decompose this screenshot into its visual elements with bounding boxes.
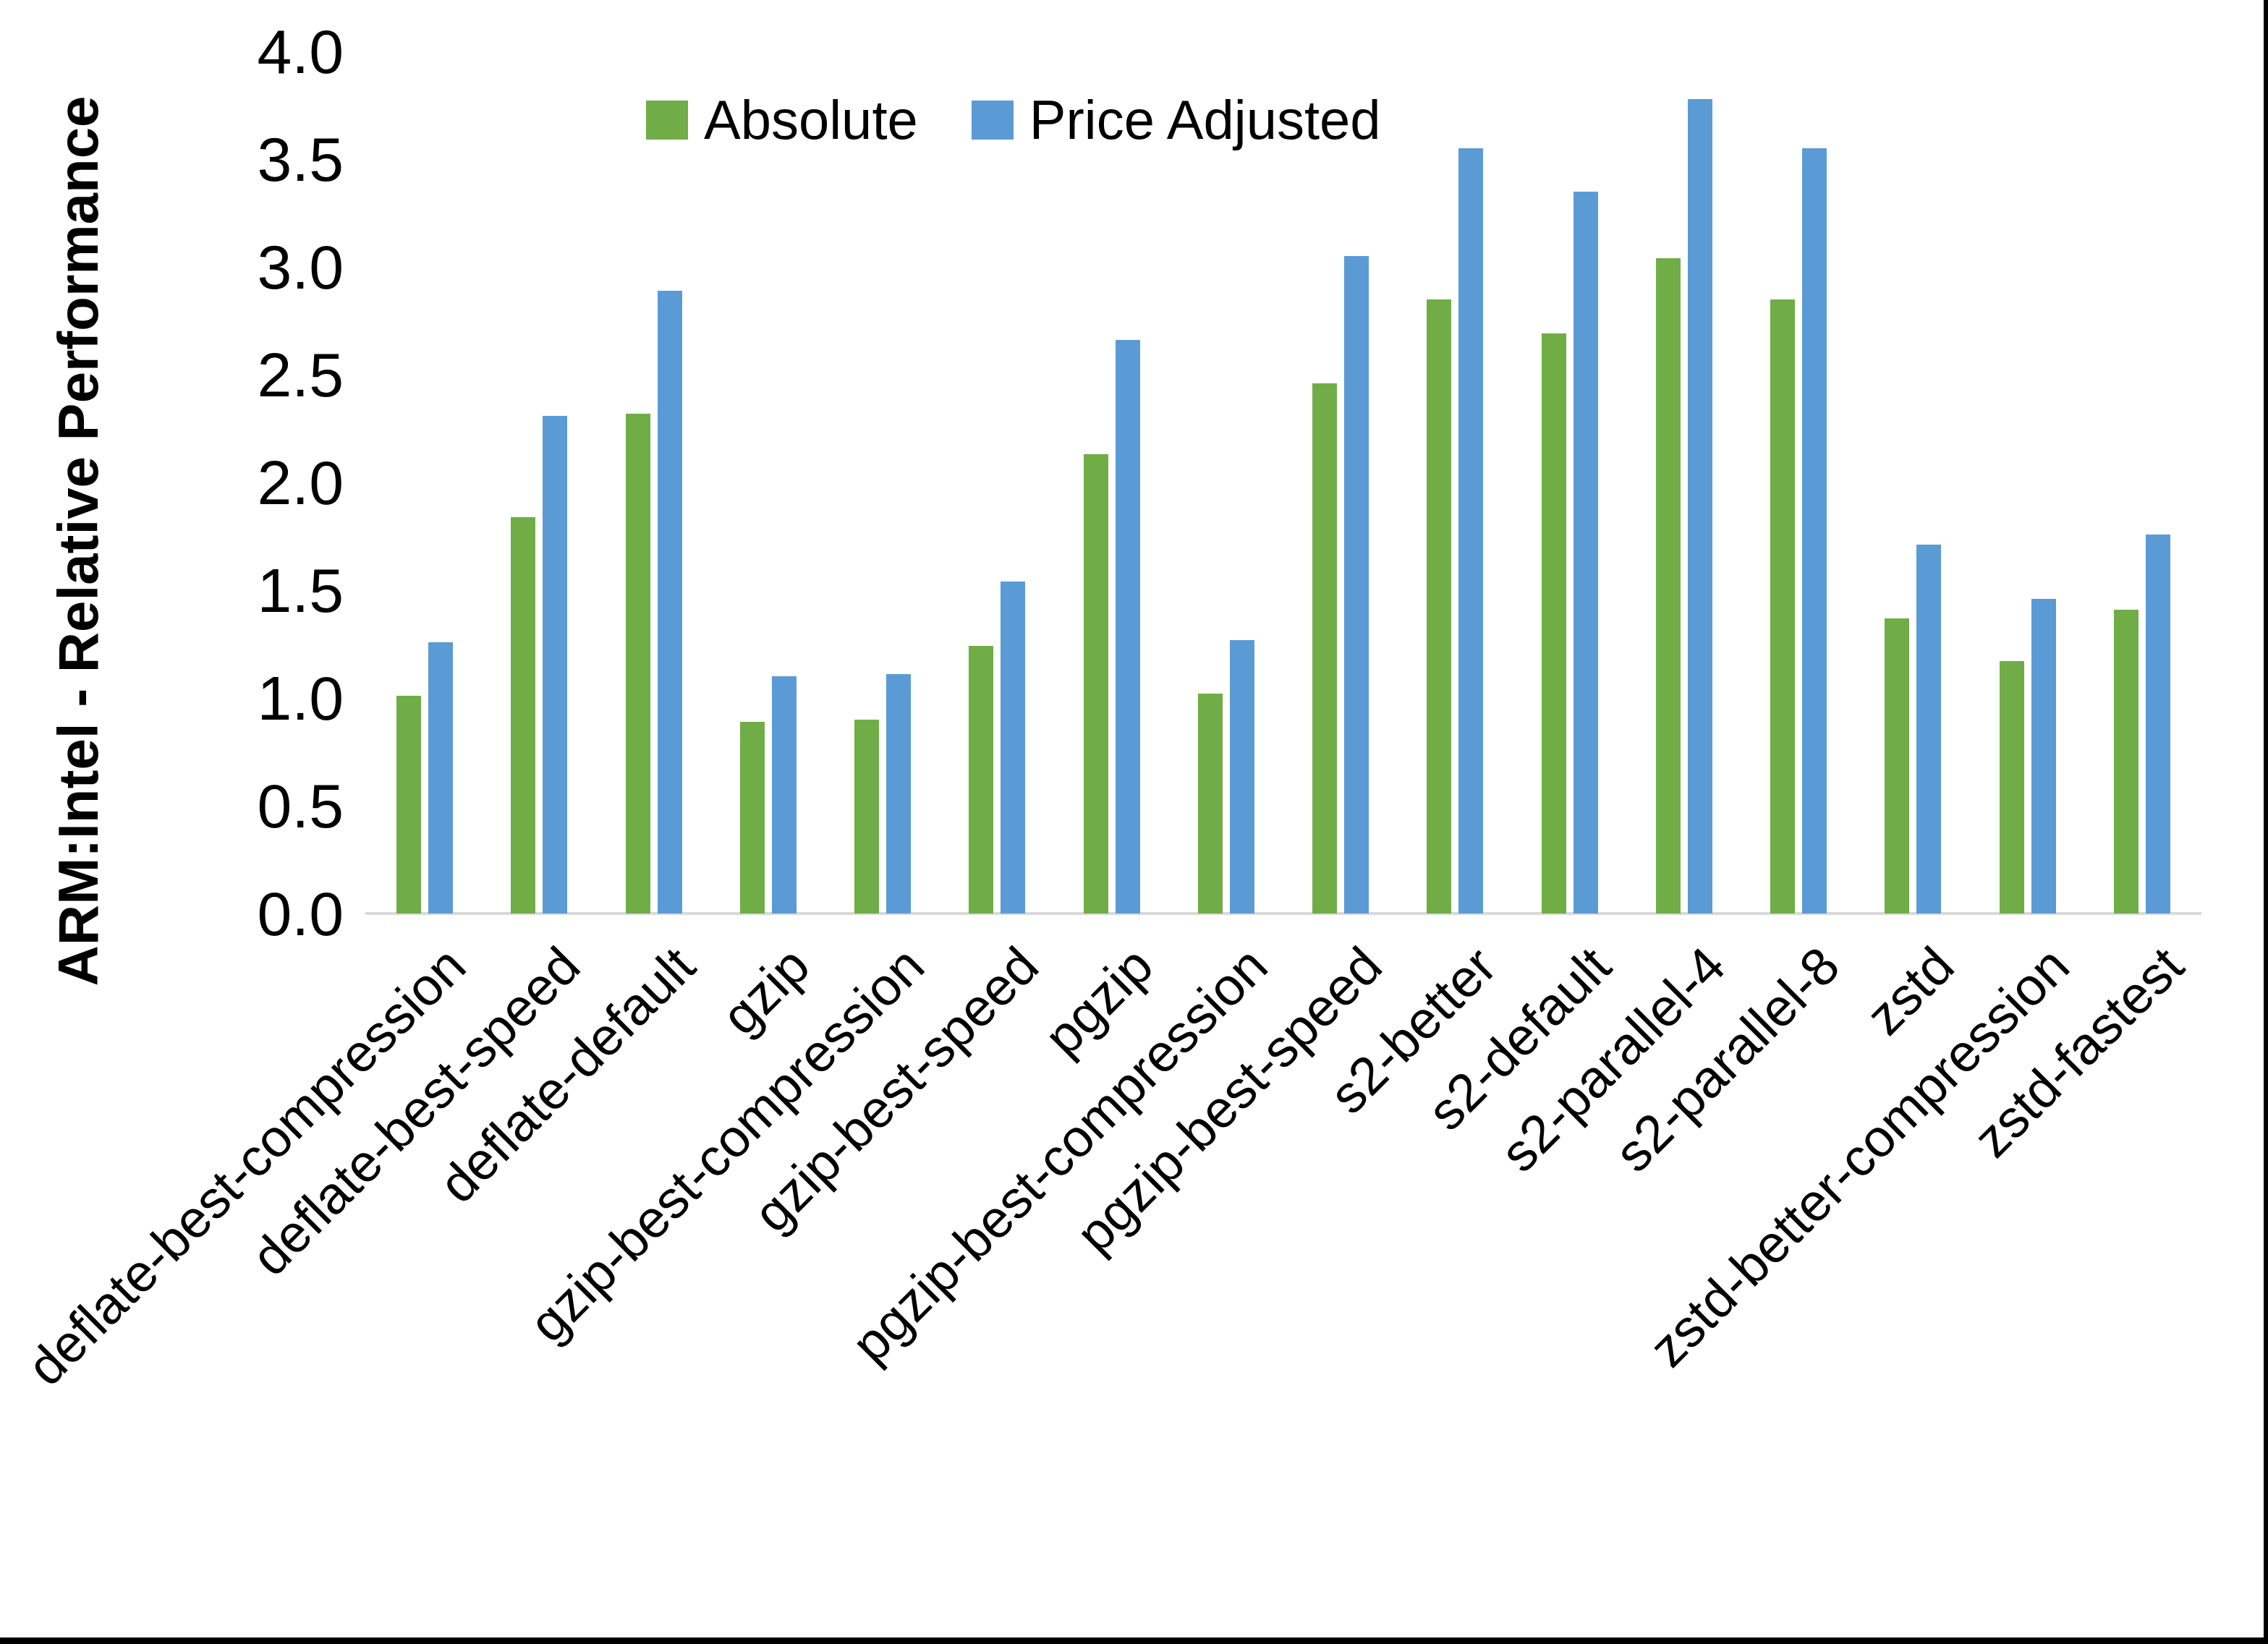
bar-absolute-zstd-better-compression xyxy=(2000,661,2024,913)
bar-absolute-gzip-best-speed xyxy=(969,646,993,913)
y-tick-label: 2.5 xyxy=(166,344,344,406)
bar-price-adjusted-gzip xyxy=(772,676,797,913)
y-tick-label: 0.0 xyxy=(166,882,344,945)
y-tick-label: 1.0 xyxy=(166,667,344,729)
bar-price-adjusted-zstd-better-compression xyxy=(2031,599,2056,913)
bar-absolute-zstd-fastest xyxy=(2114,610,2139,913)
y-tick-label: 2.0 xyxy=(166,451,344,514)
bar-absolute-gzip-best-compression xyxy=(854,720,879,913)
y-tick-label: 1.5 xyxy=(166,559,344,621)
bar-price-adjusted-s2-better xyxy=(1458,148,1483,913)
bar-absolute-deflate-best-compression xyxy=(396,696,421,913)
bar-absolute-pgzip-best-speed xyxy=(1312,383,1337,913)
bar-price-adjusted-deflate-best-speed xyxy=(543,416,567,913)
bar-absolute-s2-default xyxy=(1542,333,1566,913)
bar-absolute-s2-parallel-4 xyxy=(1656,258,1681,913)
bar-price-adjusted-pgzip xyxy=(1116,340,1140,913)
bar-absolute-deflate-best-speed xyxy=(511,517,535,913)
plot-area: 0.0 0.5 1.0 1.5 2.0 2.5 3.0 3.5 4.0 deflate-best-… xyxy=(0,0,2268,1644)
bar-absolute-zstd xyxy=(1885,618,1909,913)
bar-price-adjusted-deflate-default xyxy=(658,291,682,913)
category-label: deflate-best-compression xyxy=(15,935,477,1397)
bar-absolute-pgzip-best-compression xyxy=(1198,694,1223,913)
bar-price-adjusted-pgzip-best-compression xyxy=(1230,640,1254,913)
chart-page: ARM:Intel - Relative Performance Absolut… xyxy=(0,0,2268,1644)
bar-price-adjusted-gzip-best-compression xyxy=(886,674,911,913)
page-border-bottom xyxy=(0,1637,2268,1644)
bar-price-adjusted-zstd xyxy=(1916,545,1941,913)
bar-price-adjusted-s2-parallel-8 xyxy=(1802,148,1827,913)
y-tick-label: 4.0 xyxy=(166,20,344,82)
bar-price-adjusted-s2-default xyxy=(1573,192,1598,913)
y-tick-label: 0.5 xyxy=(166,775,344,837)
bar-price-adjusted-zstd-fastest xyxy=(2146,534,2170,913)
bar-price-adjusted-s2-parallel-4 xyxy=(1688,99,1712,913)
y-tick-label: 3.5 xyxy=(166,128,344,190)
bar-absolute-pgzip xyxy=(1084,454,1108,913)
bar-absolute-deflate-default xyxy=(626,414,650,913)
bar-absolute-s2-better xyxy=(1427,299,1451,913)
y-tick-label: 3.0 xyxy=(166,236,344,298)
bar-price-adjusted-pgzip-best-speed xyxy=(1344,256,1369,913)
bar-absolute-s2-parallel-8 xyxy=(1770,299,1795,913)
bar-price-adjusted-deflate-best-compression xyxy=(428,642,453,913)
bar-price-adjusted-gzip-best-speed xyxy=(1001,582,1025,913)
page-border-right xyxy=(2264,0,2268,1644)
bar-absolute-gzip xyxy=(740,722,765,913)
